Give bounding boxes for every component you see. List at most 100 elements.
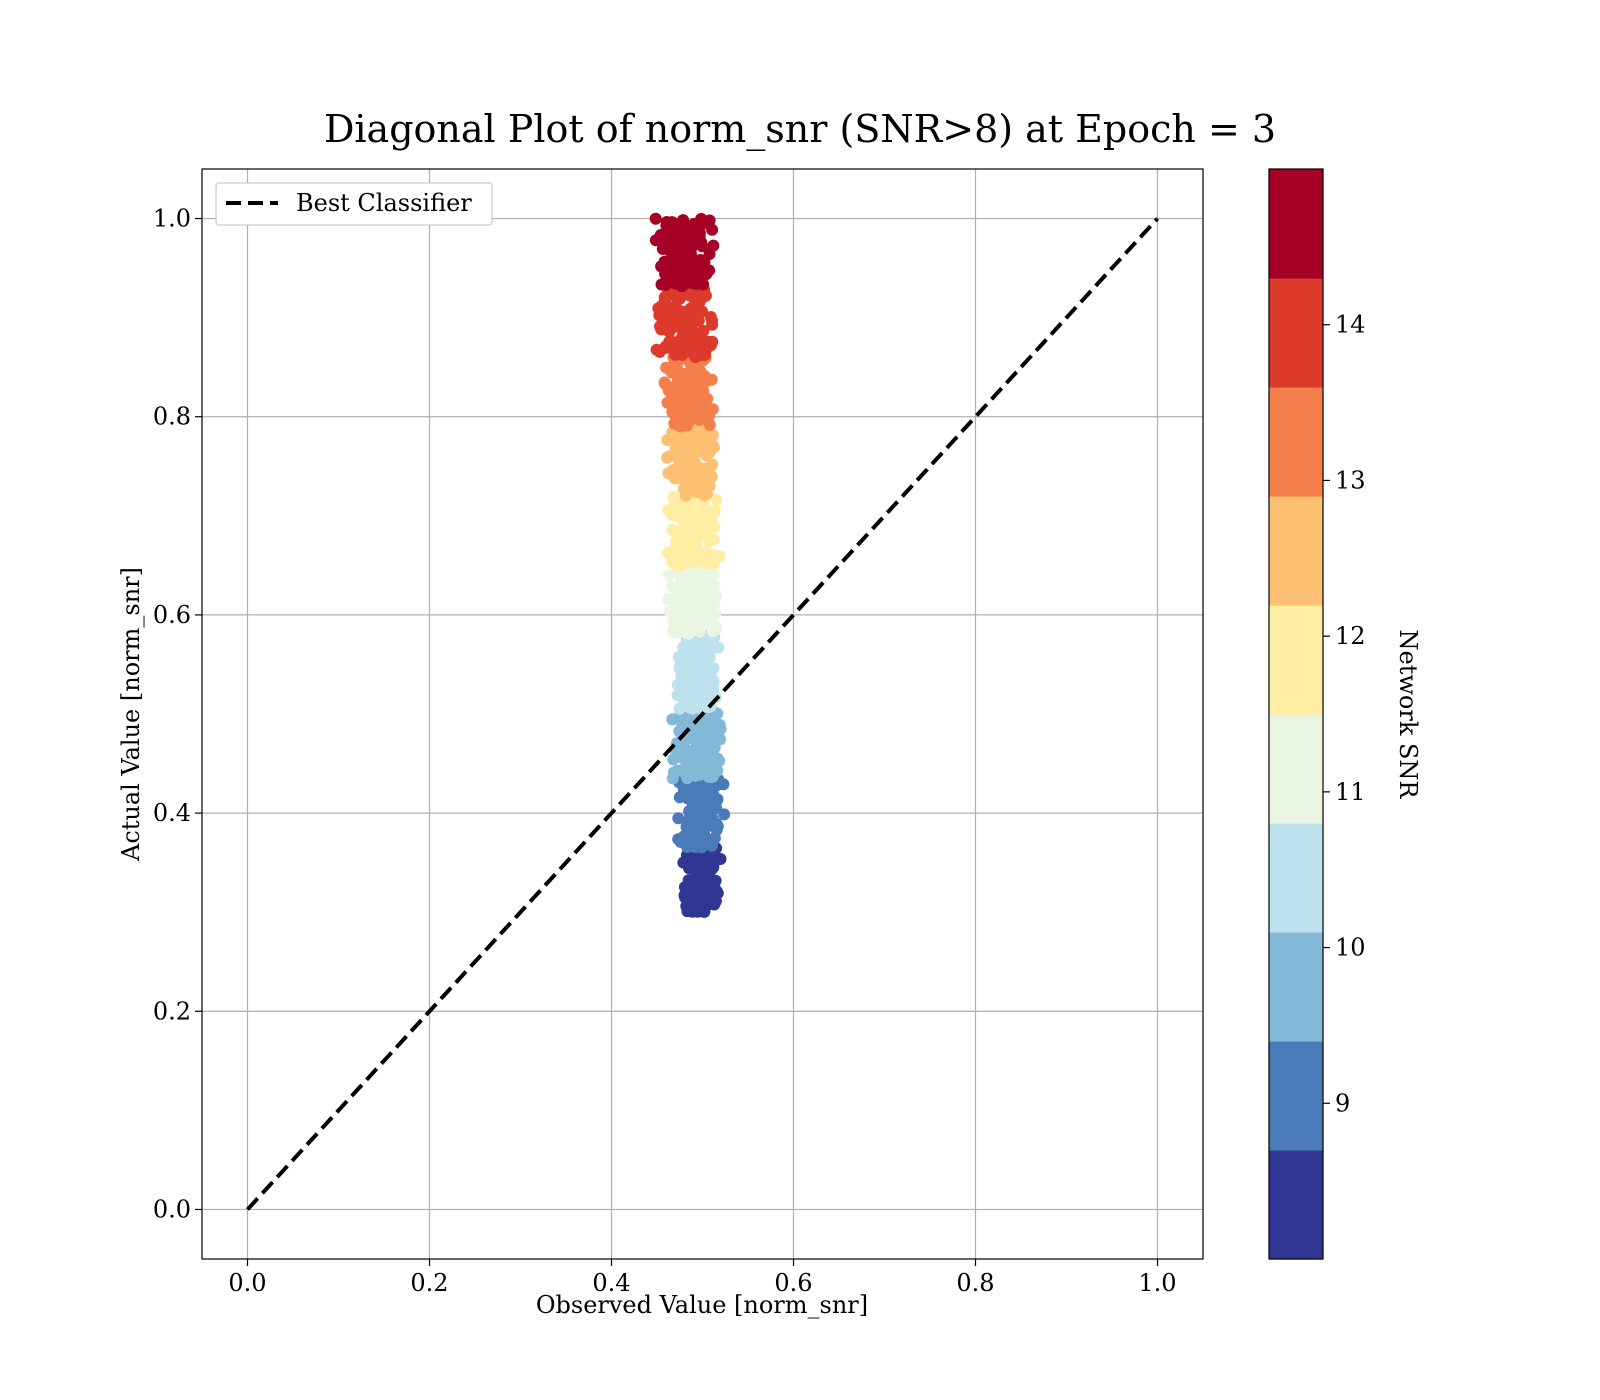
scatter-point xyxy=(712,641,725,654)
scatter-point xyxy=(679,437,692,450)
scatter-point xyxy=(674,228,687,240)
scatter-point xyxy=(703,418,716,431)
scatter-point xyxy=(687,383,700,396)
scatter-point xyxy=(693,675,706,688)
y-tick-label: 0.0 xyxy=(153,1195,191,1223)
scatter-point xyxy=(653,345,666,358)
scatter-point xyxy=(683,470,696,483)
scatter-point xyxy=(685,567,698,580)
scatter-point xyxy=(693,464,706,477)
scatter-point xyxy=(703,535,716,548)
legend-box xyxy=(215,182,493,226)
x-tick-label: 0.8 xyxy=(956,1269,994,1297)
scatter-point xyxy=(685,880,698,893)
scatter-point xyxy=(703,480,716,493)
scatter-point xyxy=(663,569,675,582)
scatter-point xyxy=(697,385,710,398)
scatter-point xyxy=(691,398,704,411)
colorbar-frame xyxy=(1268,168,1324,1260)
scatter-point xyxy=(660,219,673,232)
scatter-point xyxy=(681,716,694,729)
scatter-point xyxy=(667,490,680,503)
scatter-point xyxy=(697,736,710,749)
scatter-point xyxy=(669,277,682,290)
scatter-point xyxy=(655,260,668,273)
scatter-point xyxy=(671,366,684,378)
scatter-point xyxy=(673,791,686,804)
scatter-point xyxy=(667,625,679,638)
colorbar-ticks: 9 10 11 12 13 14 xyxy=(1323,311,1366,1117)
scatter-point xyxy=(687,692,699,705)
scatter-point xyxy=(670,443,683,456)
scatter-point xyxy=(691,837,704,850)
scatter-point xyxy=(690,538,703,551)
y-tick-label: 0.6 xyxy=(153,601,191,629)
scatter-point xyxy=(672,833,685,846)
scatter-point xyxy=(671,679,684,691)
scatter-point xyxy=(676,216,689,229)
scatter-point xyxy=(668,616,680,629)
scatter-point xyxy=(703,214,716,227)
axis-ticks: 0.0 0.2 0.4 0.6 0.8 1.0 0.0 0.2 0.4 0.6 0.8 1.0 xyxy=(153,205,1177,1297)
scatter-point xyxy=(689,518,702,531)
scatter-point xyxy=(710,622,723,635)
scatter-point xyxy=(667,381,680,393)
y-tick-label: 0.4 xyxy=(153,799,191,827)
scatter-point xyxy=(679,766,692,779)
scatter-point xyxy=(673,702,686,715)
scatter-point xyxy=(686,551,699,564)
scatter-point xyxy=(686,267,698,280)
scatter-point xyxy=(706,223,719,236)
scatter-point xyxy=(690,254,703,267)
legend: Best Classifier xyxy=(215,182,493,226)
colorbar-segment xyxy=(1269,932,1323,1042)
colorbar-segment xyxy=(1269,278,1323,388)
scatter-point xyxy=(663,325,676,338)
scatter-point xyxy=(703,716,716,729)
scatter-point xyxy=(694,793,707,806)
scatter-point xyxy=(677,610,689,623)
colorbar-tick-label: 11 xyxy=(1335,778,1366,806)
scatter-point xyxy=(667,607,680,620)
scatter-point xyxy=(718,808,731,821)
scatter-point xyxy=(708,879,721,892)
scatter-point xyxy=(652,302,665,315)
scatter-point xyxy=(693,724,706,737)
scatter-point xyxy=(690,647,703,660)
scatter-point xyxy=(684,339,697,352)
scatter-point xyxy=(684,226,697,239)
legend-label: Best Classifier xyxy=(296,189,472,217)
colorbar: 9 10 11 12 13 14 Network SNR xyxy=(1268,168,1422,1260)
scatter-point xyxy=(667,265,679,278)
colorbar-tick-label: 13 xyxy=(1335,466,1366,494)
scatter-point xyxy=(670,504,683,517)
scatter-point xyxy=(678,646,691,659)
scatter-point xyxy=(708,832,721,845)
colorbar-label: Network SNR xyxy=(1394,630,1422,800)
scatter-point xyxy=(713,550,726,562)
scatter-point xyxy=(702,584,714,597)
scatter-point xyxy=(706,314,718,327)
scatter-point xyxy=(672,812,685,825)
colorbar-segment xyxy=(1269,387,1323,497)
scatter-point xyxy=(701,755,714,768)
scatter-point xyxy=(706,771,719,783)
colorbar-segment xyxy=(1269,714,1323,824)
scatter-point xyxy=(679,489,692,502)
scatter-point xyxy=(675,332,688,344)
x-tick-label: 0.2 xyxy=(410,1269,448,1297)
colorbar-segment xyxy=(1269,605,1323,715)
scatter-point xyxy=(690,582,703,594)
scatter-point xyxy=(668,417,681,430)
x-tick-label: 0.4 xyxy=(592,1269,630,1297)
scatter-point xyxy=(661,396,674,409)
scatter-point xyxy=(695,875,708,887)
scatter-point xyxy=(680,856,693,869)
colorbar-tick-label: 10 xyxy=(1335,934,1366,962)
colorbar-segment xyxy=(1269,169,1323,279)
y-tick-label: 0.8 xyxy=(153,403,191,431)
scatter-point xyxy=(676,305,688,318)
colorbar-segment xyxy=(1269,1041,1323,1151)
chart-title: Diagonal Plot of norm_snr (SNR>8) at Epo… xyxy=(324,107,1276,152)
